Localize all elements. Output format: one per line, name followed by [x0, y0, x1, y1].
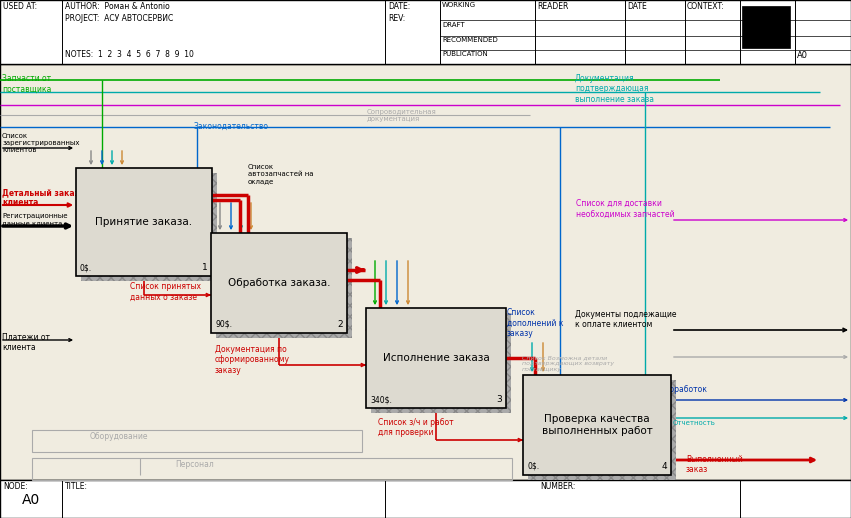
Text: 0$.: 0$.: [80, 263, 92, 272]
Text: USED AT:: USED AT:: [3, 2, 37, 11]
Text: READER: READER: [537, 2, 568, 11]
Text: Запчасти от
поставщика: Запчасти от поставщика: [2, 74, 51, 93]
Bar: [371, 313, 511, 413]
Text: 90$.: 90$.: [215, 320, 232, 329]
Bar: [32, 458, 512, 480]
Text: 4: 4: [661, 462, 667, 471]
Text: Платежи от
клиента: Платежи от клиента: [2, 333, 50, 352]
Text: Обработка заказа.: Обработка заказа.: [228, 278, 330, 288]
Bar: [76, 168, 212, 276]
Text: Сопроводительная
документация: Сопроводительная документация: [367, 109, 437, 122]
Text: Законодательство: Законодательство: [194, 122, 269, 131]
Text: Принятие заказа.: Принятие заказа.: [95, 217, 192, 227]
Text: Список
зарегистрированных
клиентов: Список зарегистрированных клиентов: [2, 133, 79, 153]
Bar: [0, 0, 851, 64]
Bar: [211, 233, 347, 333]
Text: REV:: REV:: [388, 14, 405, 23]
Text: DATE:: DATE:: [388, 2, 410, 11]
Text: Отчетность: Отчетность: [673, 420, 716, 426]
Text: PROJECT:  АСУ АВТОСЕРВИС: PROJECT: АСУ АВТОСЕРВИС: [65, 14, 174, 23]
Text: Детальный заказ
клиента: Детальный заказ клиента: [2, 188, 79, 207]
Text: CONTEXT:: CONTEXT:: [687, 2, 724, 11]
Text: Выполненный
заказ: Выполненный заказ: [686, 455, 743, 474]
Bar: [528, 380, 676, 480]
Text: A0: A0: [797, 51, 808, 60]
Text: Список Возможна детали
подтверждающих возврату
поставщику: Список Возможна детали подтверждающих во…: [522, 355, 614, 371]
Text: NUMBER:: NUMBER:: [540, 482, 575, 491]
Bar: [528, 380, 676, 480]
Text: Оборудование: Оборудование: [90, 432, 149, 441]
Text: Регистрационные
данные клиента: Регистрационные данные клиента: [2, 213, 67, 226]
Bar: [81, 173, 217, 281]
Bar: [0, 64, 851, 480]
Bar: [81, 173, 217, 281]
Text: NOTES:  1  2  3  4  5  6  7  8  9  10: NOTES: 1 2 3 4 5 6 7 8 9 10: [65, 50, 194, 59]
Text: DATE: DATE: [627, 2, 647, 11]
Bar: [0, 480, 851, 518]
Text: Проверка качества
выполненных работ: Проверка качества выполненных работ: [541, 414, 653, 436]
Text: Документация
подтверждающая
выполнение заказа: Документация подтверждающая выполнение з…: [575, 74, 654, 104]
Text: NODE:: NODE:: [3, 482, 28, 491]
Bar: [523, 375, 671, 475]
Text: Документация по
сформированному
заказу: Документация по сформированному заказу: [215, 345, 290, 375]
Text: Список
автозапчастей на
окладе: Список автозапчастей на окладе: [248, 164, 313, 184]
Text: 340$.: 340$.: [370, 395, 391, 404]
Text: Список доработок
заказа: Список доработок заказа: [633, 385, 707, 405]
Bar: [742, 6, 790, 48]
Text: WORKING: WORKING: [442, 2, 476, 8]
Text: Список
дополнений к
заказу: Список дополнений к заказу: [507, 308, 563, 338]
Text: 3: 3: [496, 395, 502, 404]
Text: 1: 1: [203, 263, 208, 272]
Text: TITLE:: TITLE:: [65, 482, 88, 491]
Text: Список з/ч и работ
для проверки: Список з/ч и работ для проверки: [378, 418, 454, 437]
Text: 2: 2: [337, 320, 343, 329]
Bar: [216, 238, 352, 338]
Text: A0: A0: [22, 493, 40, 507]
Text: PUBLICATION: PUBLICATION: [442, 51, 488, 57]
Text: Персонал: Персонал: [175, 460, 214, 469]
Text: DRAFT: DRAFT: [442, 22, 465, 28]
Text: RECOMMENDED: RECOMMENDED: [442, 37, 498, 43]
Bar: [216, 238, 352, 338]
Text: Список для доставки
необходимых запчастей: Список для доставки необходимых запчасте…: [576, 199, 675, 219]
Text: AUTHOR:  Роман & Antonio: AUTHOR: Роман & Antonio: [65, 2, 169, 11]
Bar: [366, 308, 506, 408]
Text: 0$.: 0$.: [527, 462, 540, 471]
Text: Документы подлежащие
к оплате клиентом: Документы подлежащие к оплате клиентом: [575, 310, 677, 329]
Bar: [32, 430, 362, 452]
Text: Список принятых
данных о заказе: Список принятых данных о заказе: [130, 282, 201, 301]
Text: Исполнение заказа: Исполнение заказа: [383, 353, 489, 363]
Bar: [371, 313, 511, 413]
